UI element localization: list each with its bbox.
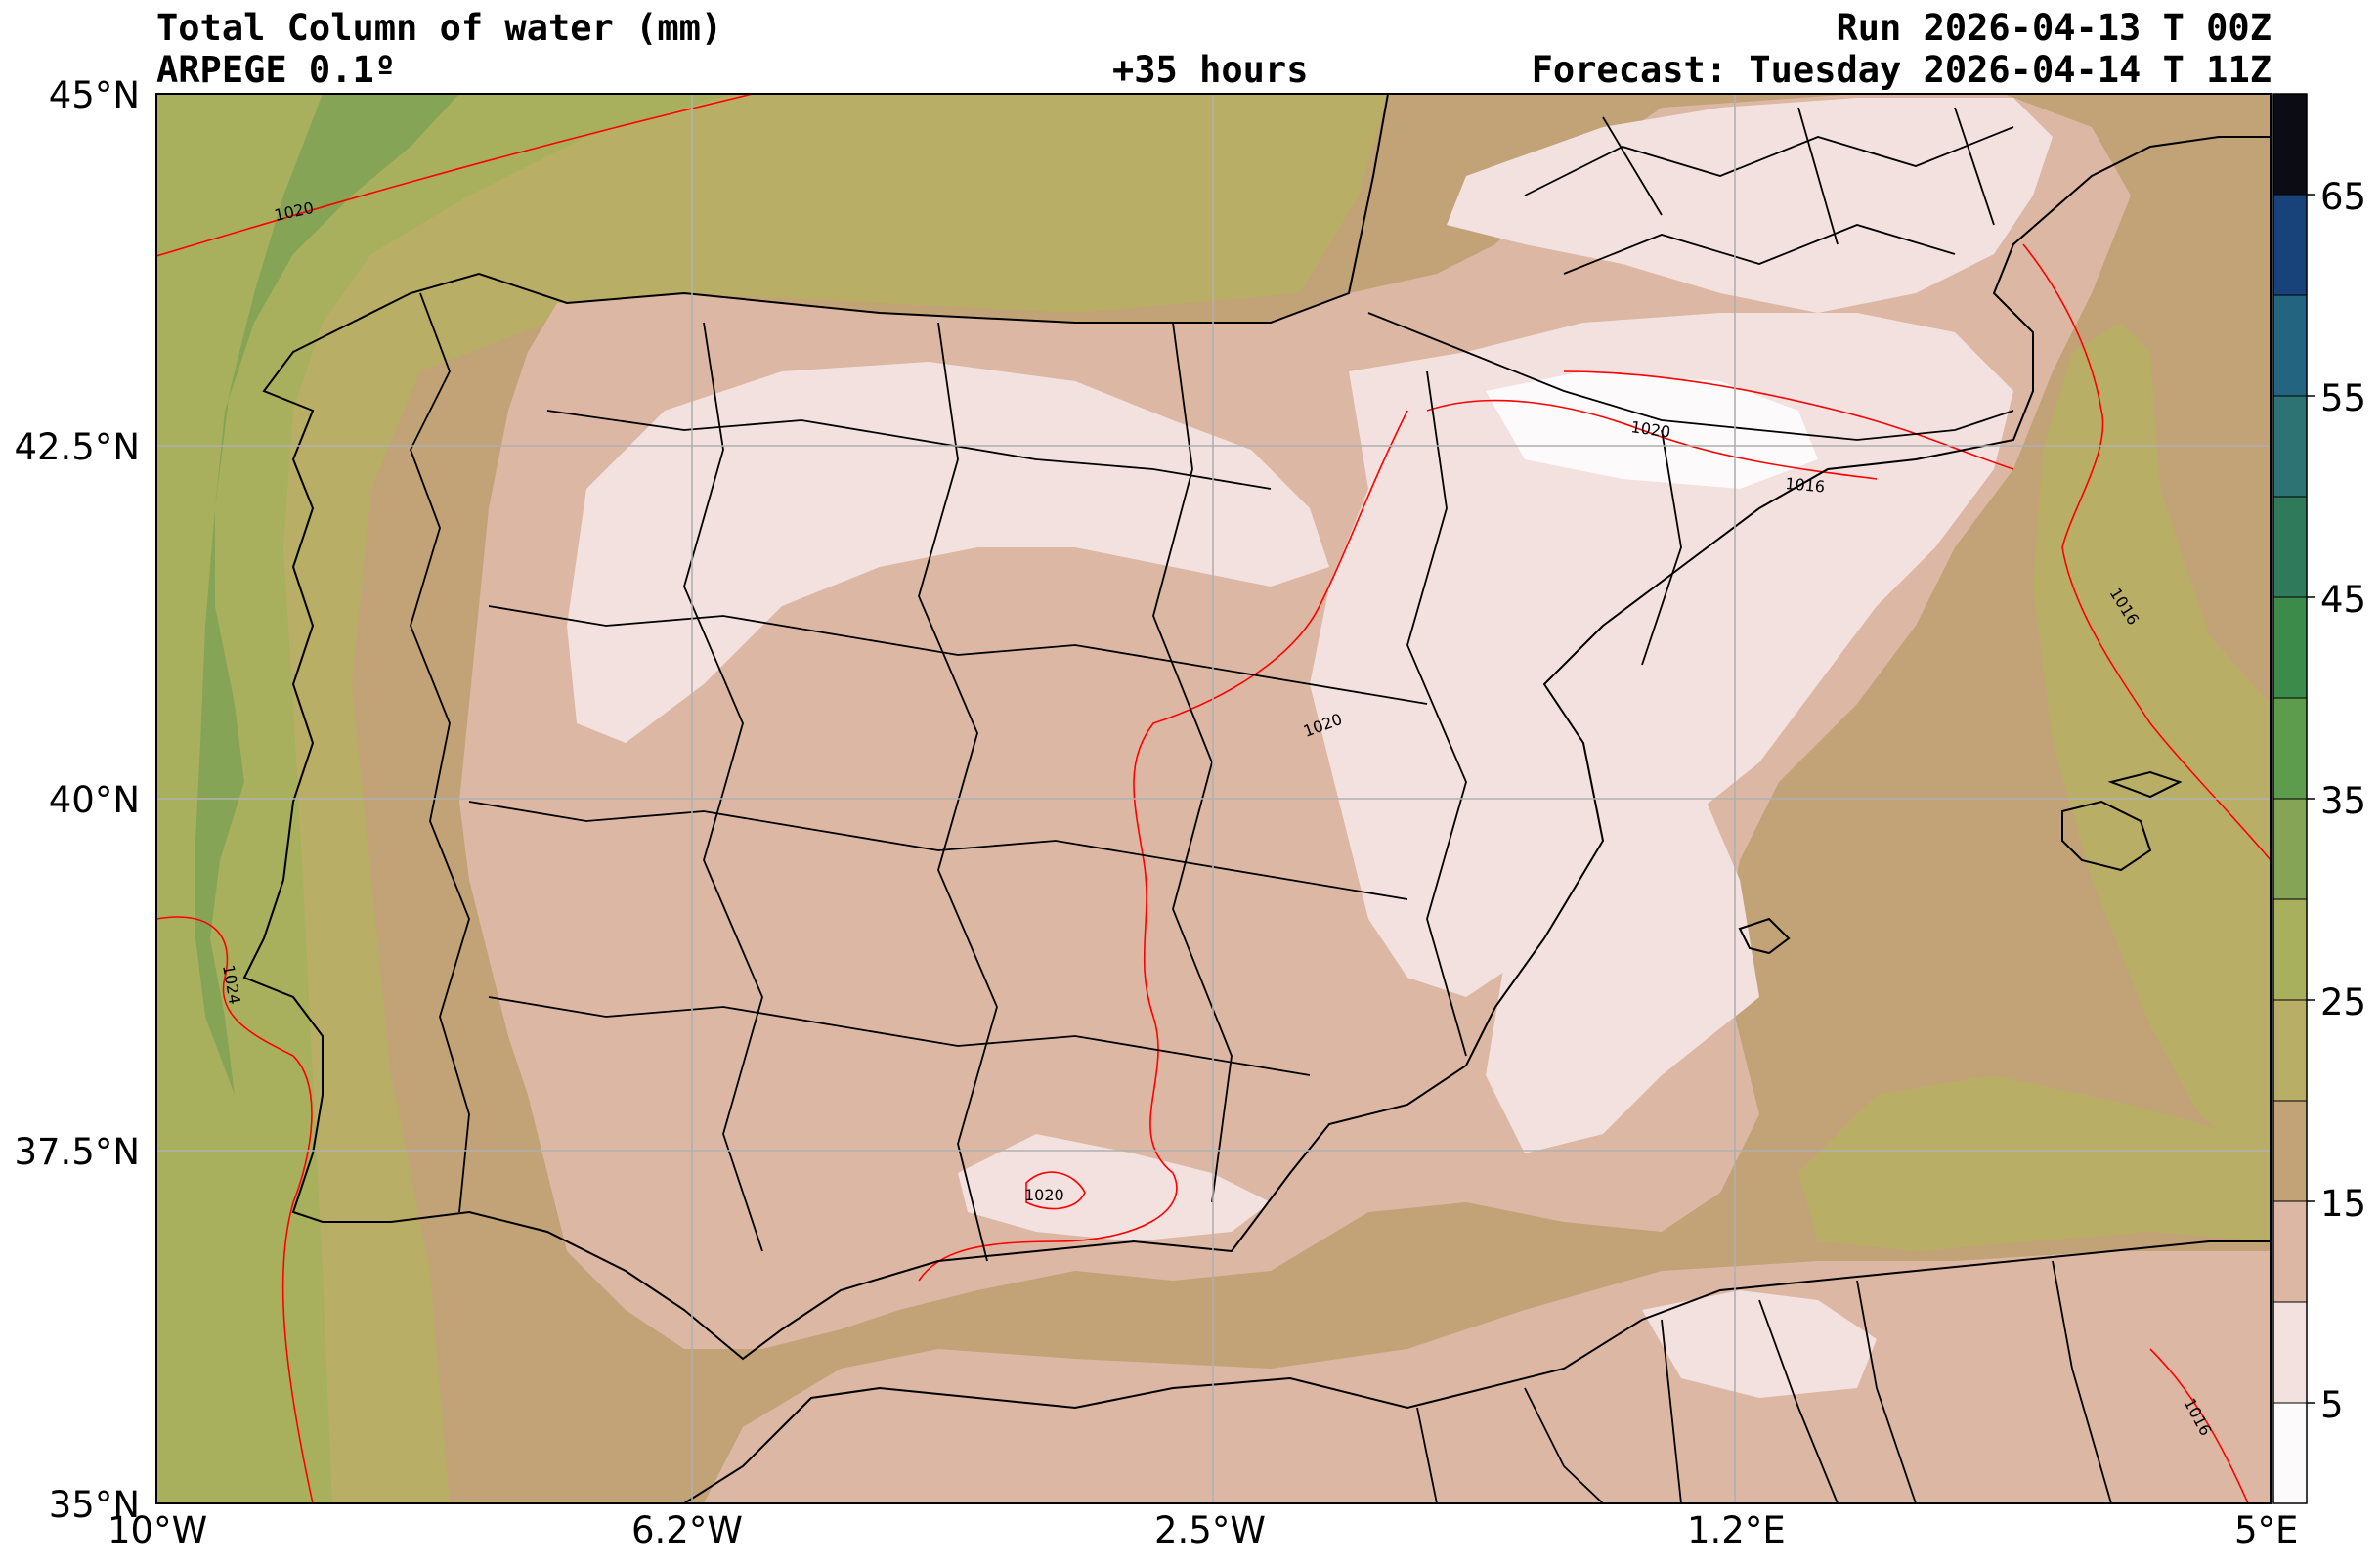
lon-tick-label: 10°W [108,1509,208,1551]
mallorca [2061,800,2152,872]
province-lines-7 [1152,322,1233,1203]
dry-patch-east [1486,645,1759,1153]
isobar-1020-north [156,94,754,257]
dry-patch-north [567,362,1329,743]
isobar-1016-pyrenees [1563,370,2014,470]
province-lines-5 [683,322,763,1252]
dry-patch-ebro [1310,313,2013,997]
africa-coastline [683,1240,2271,1503]
africa-borders [1416,1260,2112,1503]
isobar-label: 1020 [1024,1186,1064,1204]
colorbar-band [2273,396,2307,497]
colorbar-band [2273,295,2307,396]
dry-patch-south [958,1134,1271,1241]
colorbar-tick-label: 65 [2320,176,2367,218]
isobar-1020-central [918,410,1408,1282]
colorbar-tick-label: 25 [2320,981,2367,1023]
isobar-layer [156,94,2271,1503]
lon-tick-label: 5°E [2234,1509,2299,1551]
lat-tick-label: 42.5°N [14,426,140,468]
colorbar-band [2273,94,2307,195]
portugal-border [410,292,470,1213]
border-layer [410,107,2112,1503]
province-lines-6 [918,322,998,1262]
south-med-moist [1798,1075,2271,1251]
colorbar-band [2273,1201,2307,1302]
coastline-layer [242,94,2271,1503]
lat-tick-label: 37.5°N [14,1131,140,1173]
ibiza [1738,917,1791,955]
east-med-moist [2033,323,2271,1173]
lon-tick-label: 2.5°W [1154,1509,1266,1551]
province-lines-1 [546,410,1272,490]
colorbar-band [2273,597,2307,698]
province-lines-9 [1641,429,1682,666]
plot-frame [155,93,2272,1504]
isobar-1016-southeast [2149,1348,2249,1503]
colorbar-band [2273,1403,2307,1503]
lat-tick-label: 35°N [48,1484,140,1526]
france-departments [1524,107,2014,275]
isobar-1020-pyrenees [1426,399,1878,480]
model-name: ARPEGE 0.1º [156,49,397,91]
colorbar-band [2273,1101,2307,1201]
dry-patch-france [1447,98,2053,313]
province-lines-2 [488,605,1428,705]
lon-tick-label: 6.2°W [631,1509,743,1551]
menorca [2107,770,2183,799]
colorbar-band [2273,195,2307,295]
isobar-1020-sierra [1025,1171,1086,1210]
dry-patch-africa [1642,1290,1877,1398]
colorbar-tick-label: 45 [2320,579,2367,621]
colorbar-band [2273,497,2307,597]
isobar-label: 1016 [1785,474,1826,496]
map-title: Total Column of water (mm) [156,7,723,49]
province-lines-3 [468,801,1408,900]
colorbar-tick-label: 5 [2320,1384,2344,1426]
colorbar [2273,94,2315,1503]
lat-tick-label: 40°N [48,779,140,821]
colorbar-band [2273,1302,2307,1403]
run-time: Run 2026-04-13 T 00Z [1836,7,2272,49]
province-lines-8 [1406,370,1467,1057]
isobar-1024-west [156,916,314,1503]
colorbar-band [2273,698,2307,799]
province-lines-4 [488,996,1311,1076]
africa-dry-land [704,1251,2271,1503]
iberia-coastline [242,94,2271,1361]
colorbar-band [2273,899,2307,1000]
france-border [1367,312,2014,441]
lon-tick-label: 1.2°E [1687,1509,1786,1551]
lat-tick-label: 45°N [48,74,140,116]
colorbar-band [2273,799,2307,899]
colorbar-frame [2272,93,2308,1504]
lead-time: +35 hours [1112,49,1309,91]
forecast-time: Forecast: Tuesday 2026-04-14 T 11Z [1531,49,2272,91]
map-plot: 1020 1020 1016 1016 1020 1024 1020 1016 [156,94,2271,1503]
colorbar-tick-label: 55 [2320,377,2367,419]
isobar-1016-east [2022,243,2271,861]
colorbar-tick-label: 15 [2320,1183,2367,1225]
colorbar-band [2273,1000,2307,1101]
graticule [156,94,2271,1503]
colorbar-tick-label: 35 [2320,780,2367,822]
